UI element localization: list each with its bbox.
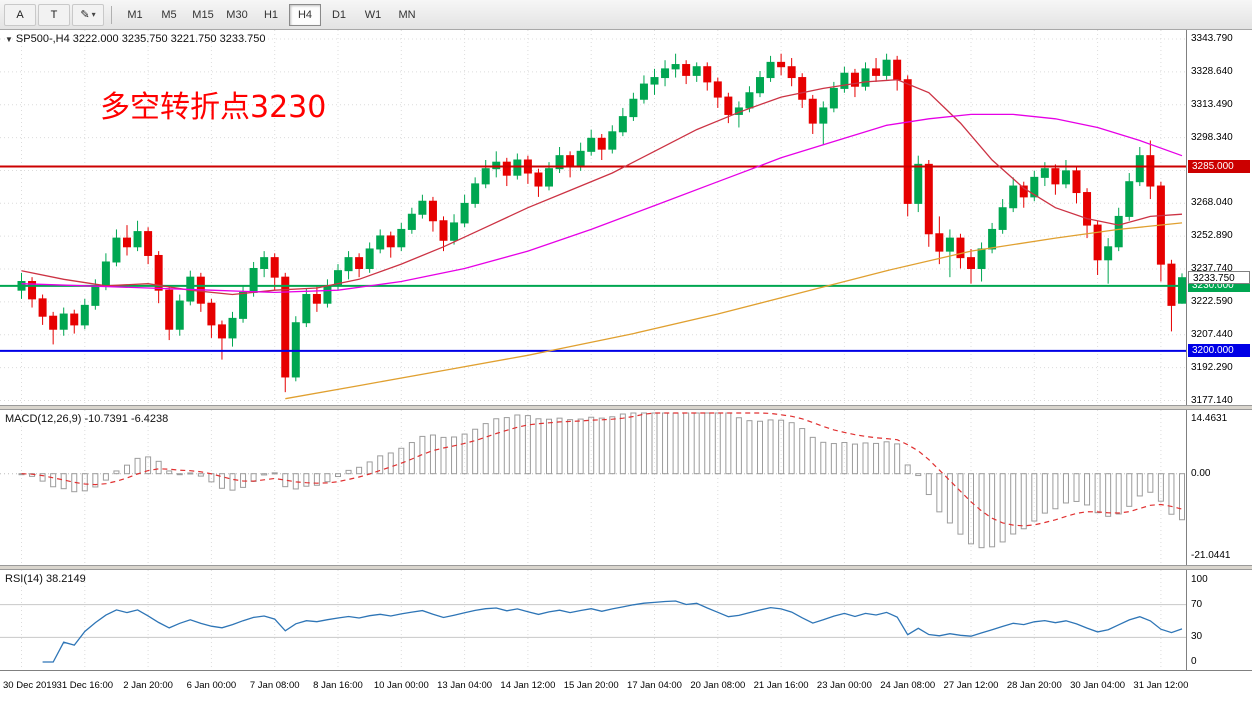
pencil-icon: ✎: [80, 9, 90, 21]
timeframe-button-d1[interactable]: D1: [331, 8, 347, 21]
cursor-tool-button[interactable]: A: [4, 3, 36, 26]
panel-splitter[interactable]: [0, 565, 1252, 570]
symbol-dropdown-icon: ▼: [5, 35, 13, 44]
toolbar: A T ✎ ▾ M1 M5 M15 M30 H1 H4 D1 W1 MN: [0, 0, 1252, 30]
rsi-scale-100: 100: [1191, 574, 1208, 585]
timeframe-button-m30[interactable]: M30: [226, 8, 248, 21]
macd-chart-canvas[interactable]: [0, 410, 1186, 565]
ma-mid: [21, 113, 1183, 294]
price-axis-label: 3222.590: [1191, 295, 1233, 307]
chevron-down-icon: ▾: [91, 10, 96, 19]
rsi-chart-canvas[interactable]: [0, 570, 1186, 670]
rsi-line: [42, 600, 1183, 663]
timeframe-button-m5[interactable]: M5: [161, 8, 177, 21]
time-axis-label: 30 Dec 2019: [3, 680, 57, 691]
time-axis-label: 27 Jan 12:00: [943, 680, 999, 691]
time-axis-label: 8 Jan 16:00: [313, 680, 363, 691]
rsi-scale-30: 30: [1191, 631, 1203, 643]
macd-scale-zero: 0.00: [1191, 467, 1211, 479]
hline-price-box: 3285.000: [1188, 160, 1250, 173]
price-axis-label: 3343.790: [1191, 32, 1233, 44]
price-axis-label: 3268.040: [1191, 197, 1233, 209]
macd-histogram: [18, 412, 1185, 549]
time-axis-label: 7 Jan 08:00: [249, 680, 300, 691]
time-axis-label: 10 Jan 00:00: [373, 680, 429, 691]
time-axis-label: 6 Jan 00:00: [186, 680, 237, 691]
symbol-ohlc-readout: ▼ SP500-,H4 3222.000 3235.750 3221.750 32…: [5, 33, 266, 45]
rsi-indicator-panel[interactable]: RSI(14) 38.2149 100 70 30 0: [0, 570, 1252, 670]
timeframe-button-h1[interactable]: H1: [263, 8, 279, 21]
rsi-scale-0: 0: [1191, 656, 1197, 667]
chart-text-annotation: 多空转折点3230: [100, 90, 327, 125]
macd-scale[interactable]: 14.4631 0.00 -21.0441: [1186, 410, 1252, 565]
ma-fast: [21, 79, 1183, 296]
time-axis-label: 28 Jan 20:00: [1006, 680, 1062, 691]
rsi-indicator-title: RSI(14) 38.2149: [5, 573, 86, 585]
time-axis-label: 31 Dec 16:00: [56, 680, 114, 691]
timeframe-button-m15[interactable]: M15: [192, 8, 214, 21]
time-axis-label: 20 Jan 08:00: [690, 680, 746, 691]
price-axis-label: 3177.140: [1191, 394, 1233, 406]
price-axis-label: 3237.740: [1191, 263, 1233, 275]
time-axis-label: 23 Jan 00:00: [816, 680, 872, 691]
time-axis-label: 24 Jan 08:00: [880, 680, 936, 691]
panel-splitter[interactable]: [0, 405, 1252, 410]
time-axis-label: 21 Jan 16:00: [753, 680, 809, 691]
toolbar-separator: [111, 5, 112, 24]
time-axis-label: 31 Jan 12:00: [1133, 680, 1189, 691]
macd-indicator-title: MACD(12,26,9) -10.7391 -6.4238: [5, 413, 169, 425]
macd-scale-min: -21.0441: [1191, 550, 1231, 561]
price-axis-label: 3207.440: [1191, 328, 1233, 340]
candlestick-chart-canvas[interactable]: [0, 30, 1186, 405]
timeframe-button-mn[interactable]: MN: [398, 8, 416, 21]
macd-scale-max: 14.4631: [1191, 413, 1228, 424]
ma-slow: [285, 222, 1183, 400]
hline-price-box: 3200.000: [1188, 344, 1250, 358]
price-axis-label: 3252.890: [1191, 230, 1233, 242]
time-axis-label: 2 Jan 20:00: [123, 680, 173, 691]
timeframe-button-m1[interactable]: M1: [127, 8, 143, 21]
timeframe-button-w1[interactable]: W1: [364, 8, 382, 21]
price-axis-label: 3192.290: [1191, 361, 1233, 373]
text-tool-button[interactable]: T: [38, 3, 70, 26]
time-axis-label: 15 Jan 20:00: [563, 680, 619, 691]
current-price-box: 3233.750: [1188, 271, 1250, 285]
time-axis-label: 30 Jan 04:00: [1070, 680, 1126, 691]
price-scale[interactable]: 3343.7903328.6403313.4903298.3403283.190…: [1186, 30, 1252, 405]
timeframe-button-h4[interactable]: H4: [289, 3, 321, 26]
price-chart-panel[interactable]: ▼ SP500-,H4 3222.000 3235.750 3221.750 32…: [0, 30, 1252, 405]
drawing-tool-dropdown[interactable]: ✎ ▾: [72, 3, 104, 26]
rsi-scale[interactable]: 100 70 30 0: [1186, 570, 1252, 670]
macd-signal-line: [21, 412, 1183, 527]
time-axis[interactable]: 30 Dec 2019 31 Dec 16:00 2 Jan 20:00 6 Jan …: [0, 670, 1252, 701]
price-axis-label: 3328.640: [1191, 65, 1233, 77]
rsi-scale-70: 70: [1191, 598, 1203, 610]
time-axis-label: 17 Jan 04:00: [627, 680, 682, 691]
price-axis-label: 3298.340: [1191, 131, 1233, 143]
time-axis-label: 14 Jan 12:00: [500, 680, 556, 691]
macd-indicator-panel[interactable]: MACD(12,26,9) -10.7391 -6.4238 14.4631 0.…: [0, 410, 1252, 565]
time-axis-label: 13 Jan 04:00: [437, 680, 493, 691]
price-axis-label: 3313.490: [1191, 98, 1233, 110]
